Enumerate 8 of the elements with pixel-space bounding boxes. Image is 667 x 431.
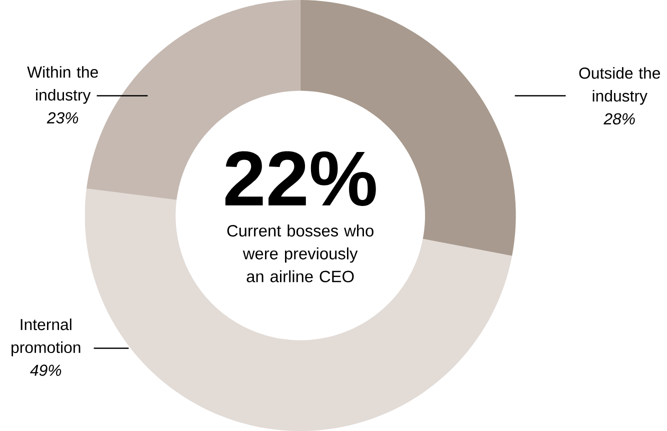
slice-label: Outside the industry (579, 67, 660, 105)
slice-label: Within the industry (27, 66, 98, 104)
data-label: 28% (604, 113, 635, 124)
text: Current bosses who were previously an airline CEO (227, 224, 374, 282)
data-label: 23% (46, 112, 78, 124)
slice-label: Internal promotion (12, 318, 80, 356)
data-label: 49% (30, 364, 62, 376)
text: 22% (225, 151, 376, 206)
